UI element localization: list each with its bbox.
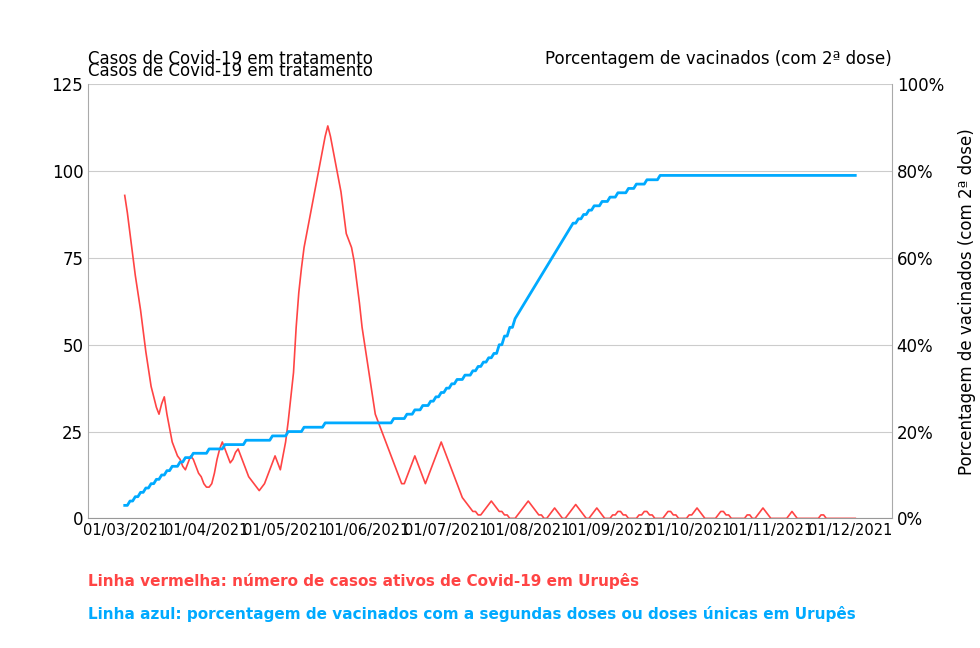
Y-axis label: Porcentagem de vacinados (com 2ª dose): Porcentagem de vacinados (com 2ª dose): [957, 128, 976, 475]
Text: Linha vermelha: número de casos ativos de Covid-19 em Urupês: Linha vermelha: número de casos ativos d…: [88, 573, 639, 590]
Text: Porcentagem de vacinados (com 2ª dose): Porcentagem de vacinados (com 2ª dose): [545, 50, 892, 68]
Text: Casos de Covid-19 em tratamento: Casos de Covid-19 em tratamento: [88, 50, 373, 68]
Text: Linha azul: porcentagem de vacinados com a segundas doses ou doses únicas em Uru: Linha azul: porcentagem de vacinados com…: [88, 606, 856, 622]
Text: Casos de Covid-19 em tratamento: Casos de Covid-19 em tratamento: [88, 62, 373, 80]
